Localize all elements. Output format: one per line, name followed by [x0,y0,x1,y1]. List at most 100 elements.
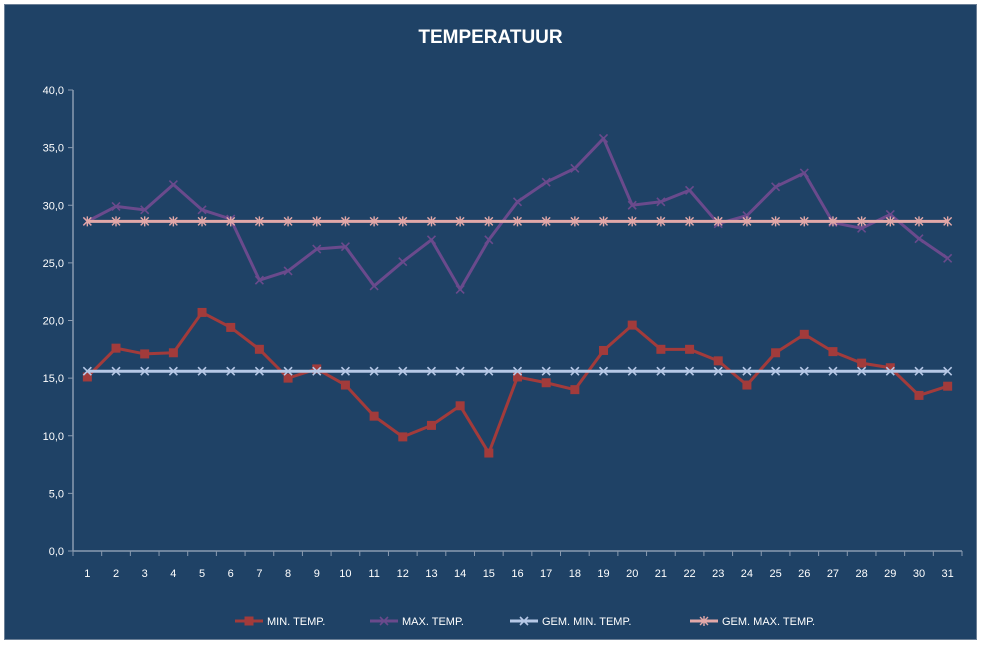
avg-min-temp-point [656,366,666,376]
max-temp-point [455,284,465,294]
min-temp-point [283,373,293,383]
avg-min-temp-point [570,366,580,376]
avg-max-temp-point [82,216,92,227]
min-temp-point [340,380,350,390]
chart-area: TEMPERATUUR [4,4,977,640]
min-temp-point [685,344,695,354]
avg-min-temp-point [857,366,867,376]
x-tick-label: 10 [339,568,351,580]
avg-min-temp-point [684,366,695,376]
avg-max-temp-point [398,216,408,227]
x-tick-label: 23 [712,568,724,580]
x-tick-label: 20 [626,568,638,580]
avg-max-temp-point [283,216,293,227]
min-temp-point [197,307,207,317]
x-tick-label: 31 [942,568,954,580]
avg-max-temp-point [771,216,781,227]
avg-min-temp-point [369,366,379,376]
y-tick-label: 40,0 [43,85,64,97]
min-temp-point [369,411,379,421]
avg-max-temp-point [943,216,953,227]
x-tick-label: 17 [540,568,552,580]
x-tick-label: 30 [913,568,925,580]
max-temp-point [684,185,695,195]
max-temp-point [943,253,953,263]
min-temp-point [168,348,178,358]
max-temp-point [168,179,178,190]
avg-max-temp-point [484,216,494,227]
x-tick-label: 25 [769,568,781,580]
max-temp-point [656,197,666,207]
x-tick-label: 4 [170,568,176,580]
min-temp-point [914,390,924,400]
avg-max-temp-legend-marker [699,616,709,626]
min-temp-point [943,381,953,391]
avg-max-temp-legend-label: GEM. MAX. TEMP. [722,616,815,628]
min-temp-point [254,344,264,354]
max-temp-point [312,244,322,254]
avg-max-temp-point [541,216,551,227]
x-tick-label: 3 [142,568,148,580]
x-tick-label: 16 [511,568,523,580]
avg-max-temp-point [226,216,236,227]
y-tick-label: 35,0 [43,143,64,155]
avg-min-temp-point [398,366,408,376]
min-temp-point [828,347,838,357]
min-temp-point [226,322,236,332]
min-temp-point [627,320,637,330]
chart-title: TEMPERATUUR [418,27,563,48]
avg-min-temp-point [799,366,809,376]
avg-max-temp-point [455,216,465,227]
min-temp-point [140,349,150,359]
x-tick-label: 11 [368,568,379,580]
x-tick-label: 18 [569,568,581,580]
max-temp-point [512,197,523,207]
x-tick-label: 29 [884,568,896,580]
avg-min-temp-point [312,366,322,376]
min-temp-legend-label: MIN. TEMP. [267,616,325,628]
max-temp-point [140,205,150,215]
y-tick-label: 0,0 [49,546,64,558]
avg-min-temp-point [168,366,178,376]
min-temp-point [713,356,723,366]
y-tick-label: 10,0 [43,431,64,443]
max-temp-point [857,223,867,233]
x-tick-label: 22 [683,568,695,580]
x-tick-label: 24 [741,568,753,580]
avg-min-temp-point [484,366,494,376]
max-temp-point [283,266,293,276]
avg-min-temp-legend-label: GEM. MIN. TEMP. [542,616,631,628]
min-temp-legend-marker [244,616,254,626]
avg-min-temp-point [713,366,723,376]
min-temp-point [857,358,867,368]
min-temp-point [111,343,121,353]
max-temp-point [541,177,551,187]
avg-min-temp-point [627,366,637,376]
x-tick-label: 2 [113,568,119,580]
max-temp-line [86,136,949,291]
x-tick-label: 7 [256,568,262,580]
x-tick-label: 9 [314,568,320,580]
min-temp-point [82,372,92,382]
min-temp-point [484,448,494,458]
max-temp-point [484,235,494,245]
avg-min-temp-point [598,366,609,376]
avg-min-temp-point [512,366,523,376]
avg-max-temp-point [914,216,924,227]
avg-max-temp-point [885,216,895,227]
max-temp-point [426,235,437,245]
avg-min-temp-point [426,366,437,376]
avg-max-temp-point [570,216,580,227]
avg-min-temp-point [226,366,236,376]
max-temp-point [914,234,924,244]
avg-min-temp-point [771,366,781,376]
max-temp-point [197,205,207,215]
max-temp-point [570,163,580,173]
x-tick-label: 15 [483,568,495,580]
avg-max-temp-point [426,216,436,227]
avg-max-temp-point [197,216,207,227]
x-tick-label: 8 [285,568,291,580]
x-tick-label: 6 [228,568,234,580]
avg-min-temp-point [455,366,465,376]
max-temp-point [799,168,809,178]
